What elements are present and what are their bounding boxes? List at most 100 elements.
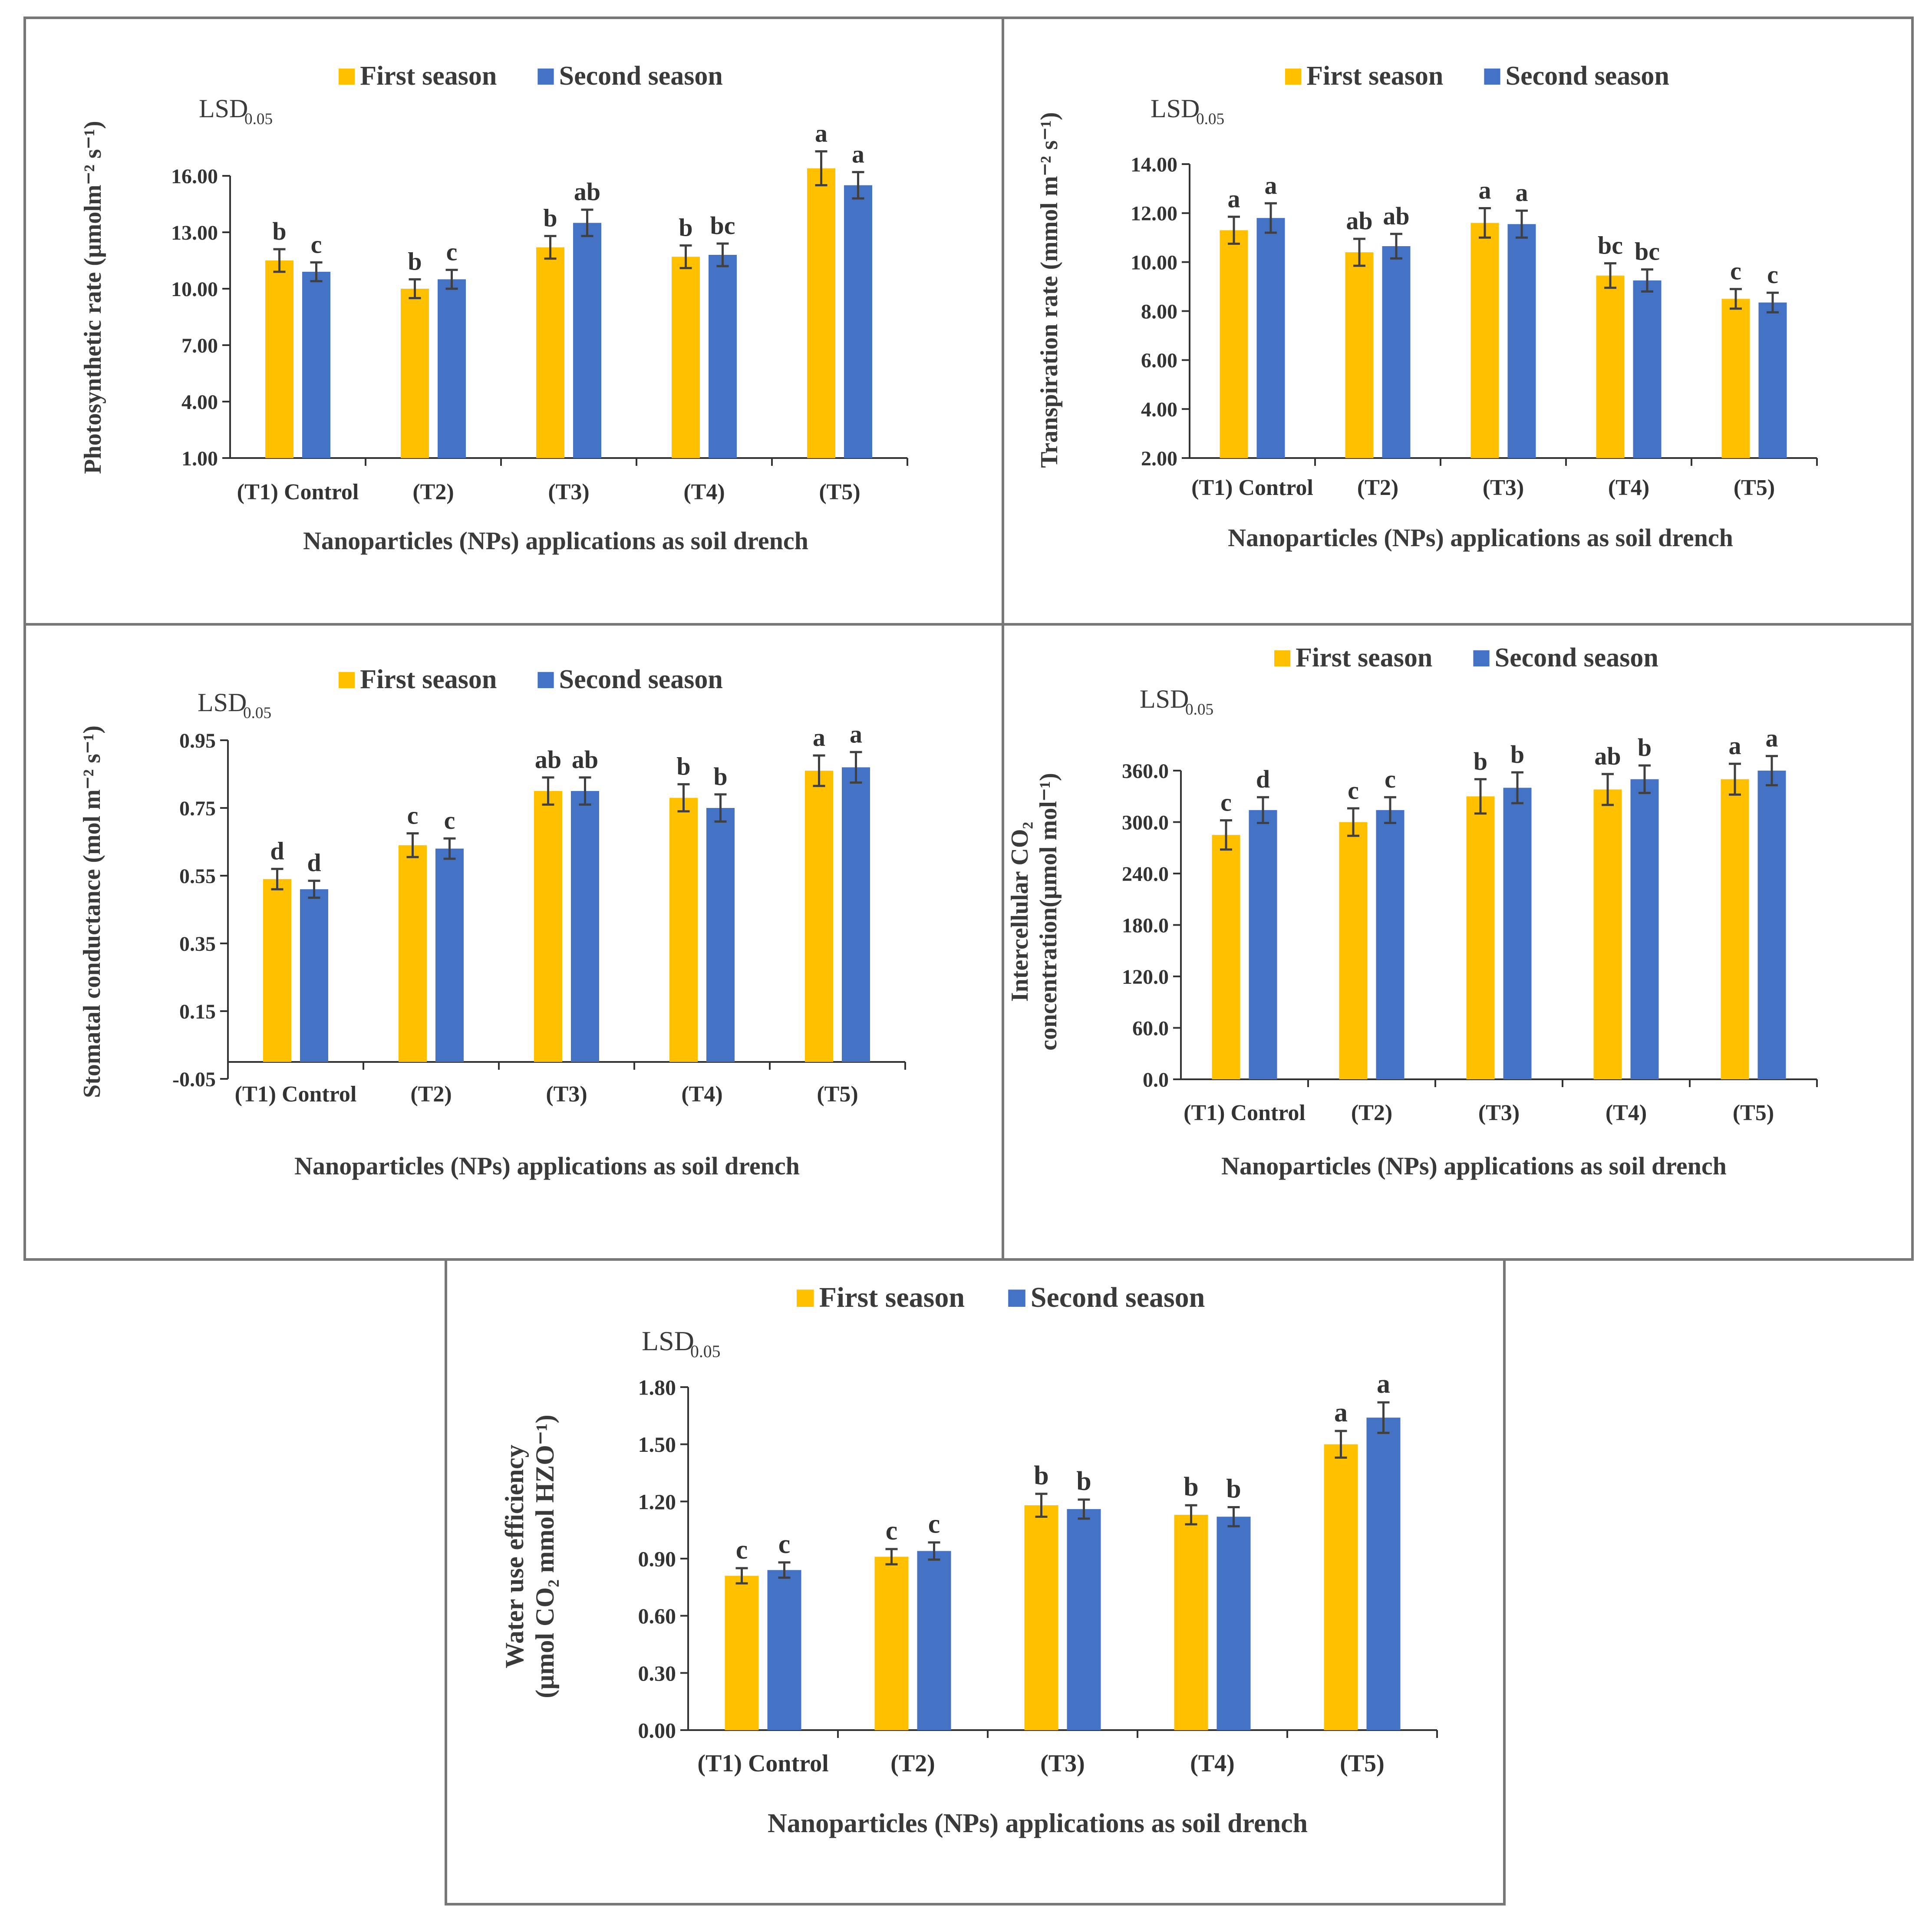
significance-letter: a [1766,724,1778,752]
significance-letter: b [676,752,690,780]
bar-first-season [725,1576,759,1730]
x-tick-label: (T3) [548,480,589,504]
bar-first-season [807,168,835,458]
bar-first-season [536,247,564,458]
legend-label-second: Second season [1495,643,1658,673]
legend-swatch-first [339,672,355,688]
significance-letter: b [1638,733,1652,762]
significance-letter: b [1474,747,1487,775]
bar-second-season [767,1570,801,1730]
y-tick-label: 2.00 [1141,447,1177,470]
significance-letter: b [408,247,422,275]
x-tick-label: (T1) Control [1191,475,1313,500]
bar-first-season [263,879,291,1062]
chart-photosynthetic-rate: 1.00 4.00 7.00 10.00 13.00 16.00 (T1) Control b… [79,61,908,555]
bar-second-season [435,848,464,1062]
y-tick-label: 0.35 [179,933,216,956]
y-tick-label: 120.0 [1122,966,1169,989]
x-tick-label: (T5) [819,480,860,504]
legend-label-first: First season [360,665,497,694]
x-tick-label: (T5) [1734,475,1775,500]
x-tick-label: (T2) [1351,1101,1392,1125]
y-tick-label: 0.00 [638,1718,676,1743]
significance-letter: ab [1594,742,1621,770]
y-axis-title: Water use efficiency [500,1444,529,1668]
bar-first-season [805,771,833,1062]
x-tick-label: (T4) [1608,475,1649,500]
x-axis-title: Nanoparticles (NPs) applications as soil… [1221,1152,1727,1180]
significance-letter: ab [1383,202,1409,230]
significance-letter: c [1220,788,1232,817]
y-tick-label: 10.00 [1131,251,1177,274]
significance-letter: a [815,119,828,148]
x-axis-title: Nanoparticles (NPs) applications as soil… [303,527,808,555]
y-axis-title: Stomatal conductance (mol m⁻² s⁻¹) [79,725,106,1098]
y-axis-title: (μmol CO₂ mmol HZO⁻¹) [531,1414,559,1698]
x-tick-label: (T3) [1040,1750,1085,1777]
significance-letter: d [1256,765,1270,793]
bar-second-season [300,889,328,1062]
legend-swatch-first [1274,650,1291,666]
x-tick-label: (T4) [683,480,725,504]
significance-letter: d [307,849,321,877]
x-axis-title: Nanoparticles (NPs) applications as soil… [768,1809,1308,1838]
bar-first-season [399,845,427,1062]
significance-letter: c [446,238,458,266]
y-tick-label: 7.00 [181,334,218,357]
legend-swatch-second [537,672,554,688]
x-axis-title: Nanoparticles (NPs) applications as soil… [294,1152,800,1180]
x-tick-label: (T2) [410,1082,452,1107]
y-tick-label: 6.00 [1141,349,1177,372]
significance-letter: b [1076,1467,1091,1496]
x-tick-label: (T4) [1190,1750,1235,1777]
y-tick-label: -0.05 [172,1068,216,1091]
bar-first-season [1024,1505,1058,1730]
bar-second-season [1633,280,1662,458]
significance-letter: c [407,801,419,830]
x-tick-label: (T1) Control [697,1750,828,1777]
bar-first-season [669,798,698,1062]
bar-first-season [1212,835,1240,1079]
bar-second-season [917,1551,951,1730]
bar-first-season [1345,252,1374,458]
significance-letter: b [543,204,557,232]
legend-label-second: Second season [1031,1282,1205,1313]
significance-letter: a [1377,1369,1390,1399]
y-tick-label: 1.50 [638,1432,676,1457]
y-tick-label: 4.00 [1141,398,1177,421]
legend-label-first: First season [1306,61,1443,91]
y-tick-label: 1.00 [181,447,218,470]
x-tick-label: (T5) [1733,1101,1774,1125]
chart-intercellular-co2: 0.0 60.0 120.0 180.0 240.0 300.0 360.0 (T1) Con… [1006,643,1818,1180]
bar-second-season [438,279,466,458]
significance-letter: c [1767,260,1778,289]
x-tick-label: (T1) Control [237,480,359,504]
significance-letter: a [850,720,862,748]
bar-first-season [1466,796,1495,1079]
y-tick-label: 0.60 [638,1604,676,1628]
y-tick-label: 0.15 [179,1000,216,1023]
y-tick-label: 60.0 [1132,1017,1169,1040]
y-tick-label: 1.20 [638,1490,676,1514]
bar-second-season [573,223,601,458]
x-tick-label: (T3) [1478,1101,1520,1125]
bar-first-season [1174,1515,1208,1730]
significance-letter: c [1348,776,1359,804]
y-tick-label: 4.00 [181,391,218,414]
y-tick-label: 13.00 [171,221,218,244]
significance-letter: a [1228,185,1240,213]
bar-second-season [844,185,872,458]
legend-label-second: Second season [1506,61,1669,91]
lsd-label: LSD [1151,94,1200,123]
y-axis-title: Intercellular CO₂ [1006,822,1033,1002]
significance-letter: c [311,230,322,258]
bar-second-season [1758,302,1787,458]
x-axis-title: Nanoparticles (NPs) applications as soil… [1228,524,1733,552]
bar-second-season [842,767,870,1062]
significance-letter: a [1334,1398,1348,1427]
significance-letter: c [736,1535,748,1565]
significance-letter: b [679,213,692,241]
bar-first-season [1324,1444,1358,1730]
y-tick-label: 16.00 [171,165,218,188]
bar-second-season [1366,1418,1401,1730]
